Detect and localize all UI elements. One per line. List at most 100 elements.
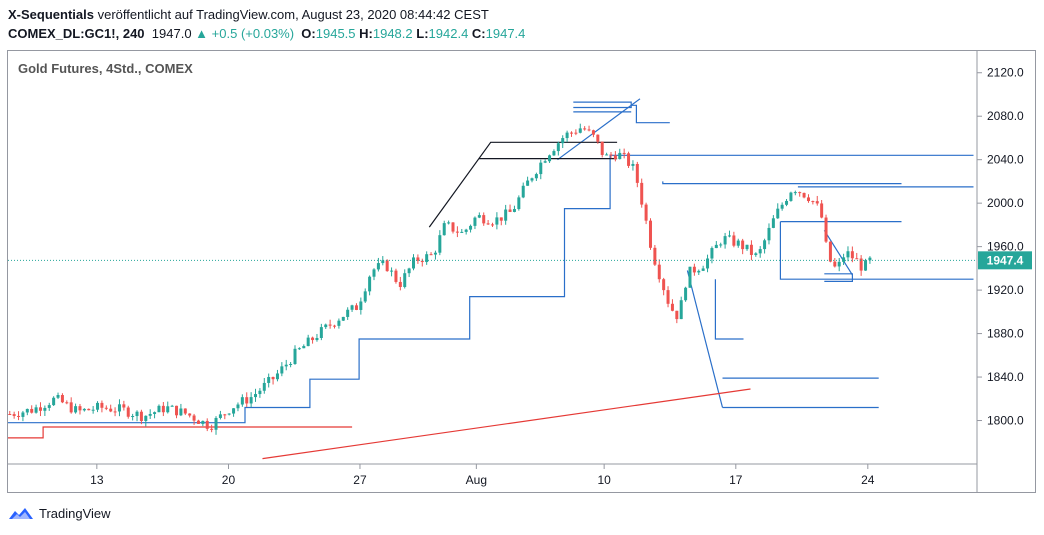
candle-body	[425, 254, 429, 263]
candle-body	[780, 204, 784, 209]
candle-body	[736, 240, 740, 246]
drawing-line[interactable]	[573, 101, 632, 109]
up-arrow-icon: ▲	[195, 26, 209, 41]
candle-body	[333, 325, 337, 327]
drawing-line[interactable]	[557, 98, 641, 161]
drawing-line[interactable]	[824, 273, 854, 282]
drawing-line[interactable]	[428, 141, 618, 228]
candle-body	[315, 337, 319, 341]
y-tick-label: 1920.0	[987, 283, 1024, 297]
candle-body	[289, 363, 293, 365]
candle-body	[254, 394, 258, 398]
candle-body	[864, 260, 868, 271]
candle-body	[139, 411, 143, 421]
candle-body	[74, 406, 78, 413]
price-chart[interactable]: Gold Futures, 4Std., COMEX 2120.0 2080.0 2…	[8, 51, 1035, 492]
close-value: 1947.4	[485, 26, 526, 41]
candle-body	[587, 129, 591, 131]
candle-body	[754, 253, 758, 255]
candle-body	[284, 364, 288, 367]
candle-body	[495, 217, 499, 225]
candle-body	[477, 215, 481, 218]
candle-body	[376, 263, 380, 270]
candle-body	[771, 218, 775, 228]
candle-body	[267, 376, 271, 383]
candle-body	[258, 390, 262, 395]
candle-body	[170, 405, 174, 407]
candle-body	[354, 305, 358, 310]
drawing-line[interactable]	[262, 388, 751, 460]
drawing-line[interactable]	[714, 279, 744, 340]
candle-body	[227, 413, 231, 415]
y-tick-label: 2080.0	[987, 109, 1024, 123]
candle-body	[297, 348, 301, 350]
candle-body	[583, 128, 587, 130]
open-label: O:	[301, 26, 316, 41]
candle-body	[539, 162, 543, 175]
candle-body	[218, 414, 222, 418]
candle-body	[447, 222, 451, 224]
drawing-line[interactable]	[823, 229, 853, 276]
candle-body	[855, 258, 859, 260]
candle-body	[65, 402, 69, 404]
candle-body	[455, 231, 459, 233]
candle-body	[91, 409, 95, 411]
candle-body	[117, 404, 121, 412]
candle-body	[824, 217, 828, 242]
candle-body	[745, 244, 749, 250]
candle-body	[640, 182, 644, 205]
drawing-line[interactable]	[631, 104, 670, 124]
candle-body	[697, 270, 701, 273]
candle-body	[144, 415, 148, 421]
footer-brand-text: TradingView	[39, 506, 111, 521]
candle-body	[438, 235, 442, 253]
candle-body	[82, 408, 86, 411]
candle-body	[214, 417, 218, 430]
candle-body	[341, 316, 345, 321]
tradingview-logo-icon	[9, 507, 33, 519]
drawing-line[interactable]	[8, 426, 353, 439]
drawing-line[interactable]	[779, 221, 974, 280]
candle-body	[548, 155, 552, 162]
candle-body	[416, 257, 420, 261]
candle-body	[565, 132, 569, 139]
candle-body	[47, 405, 51, 408]
candle-body	[113, 411, 117, 413]
candle-body	[569, 132, 573, 134]
y-tick-label: 1880.0	[987, 327, 1024, 341]
chart-frame[interactable]: Gold Futures, 4Std., COMEX 2120.0 2080.0 2…	[7, 50, 1036, 493]
candle-body	[517, 197, 521, 210]
y-tick-label: 2000.0	[987, 196, 1024, 210]
candle-body	[785, 200, 789, 205]
x-tick-label: 10	[597, 473, 611, 487]
candle-body	[512, 209, 516, 212]
last-price-label: 1947.4	[987, 253, 1024, 267]
candle-body	[381, 260, 385, 264]
footer-brand[interactable]: TradingView	[8, 506, 111, 521]
candle-body	[179, 408, 183, 416]
candle-body	[600, 141, 604, 155]
candle-body	[109, 408, 113, 412]
candle-body	[324, 324, 328, 328]
candle-body	[574, 132, 578, 134]
candle-body	[157, 405, 161, 413]
candle-body	[499, 217, 503, 221]
candle-body	[205, 420, 209, 429]
drawing-line[interactable]	[8, 154, 974, 424]
candle-body	[802, 192, 806, 198]
candle-body	[670, 303, 674, 311]
candle-body	[675, 310, 679, 320]
last-price-value: 1947.0	[151, 26, 192, 41]
candle-body	[706, 258, 710, 269]
candle-body	[806, 197, 810, 202]
candle-body	[631, 163, 635, 166]
open-value: 1945.5	[315, 26, 356, 41]
drawing-line[interactable]	[662, 181, 902, 185]
candle-body	[473, 217, 477, 226]
candle-body	[653, 247, 657, 265]
candle-body	[811, 201, 815, 203]
candle-body	[727, 235, 731, 237]
drawing-line[interactable]	[686, 270, 724, 408]
candle-body	[135, 411, 139, 417]
publisher-name[interactable]: X-Sequentials	[8, 7, 94, 22]
